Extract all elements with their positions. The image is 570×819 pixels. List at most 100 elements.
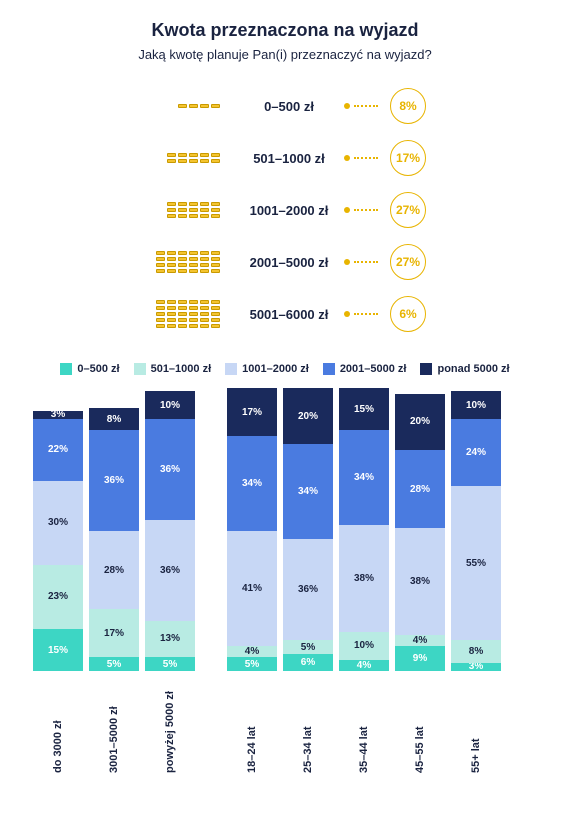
coin-range-label: 0–500 zł [234,99,344,114]
bar-segment: 36% [145,520,195,621]
segment-value: 10% [354,640,374,651]
bar-stack: 6%5%36%34%20% [283,388,333,671]
segment-value: 5% [245,659,259,670]
bar-segment: 10% [145,391,195,419]
stacked-bar-chart: 15%23%30%22%3%do 3000 zł5%17%28%36%8%300… [25,393,545,773]
segment-value: 20% [410,416,430,427]
coin-range-label: 5001–6000 zł [234,307,344,322]
coin-stack-icon [144,104,234,108]
coin-infographic: 0–500 zł8%501–1000 zł17%1001–2000 zł27%2… [25,87,545,333]
segment-value: 36% [104,475,124,486]
legend-item: 501–1000 zł [134,363,212,375]
percent-circle: 6% [390,296,426,332]
segment-value: 15% [48,645,68,656]
segment-value: 28% [410,484,430,495]
segment-value: 30% [48,517,68,528]
segment-value: 8% [469,646,483,657]
bar-segment: 17% [89,609,139,657]
legend-label: ponad 5000 zł [437,363,509,375]
dot-icon [344,311,350,317]
bar-segment: 24% [451,419,501,486]
segment-value: 23% [48,591,68,602]
segment-value: 3% [469,661,483,672]
bar-column: 4%10%38%34%15%35–44 lat [339,388,389,773]
bar-segment: 36% [145,419,195,520]
segment-value: 38% [410,576,430,587]
bar-column: 5%13%36%36%10%powyżej 5000 zł [145,391,195,773]
coin-row: 2001–5000 zł 27% [144,243,426,281]
bar-segment: 23% [33,565,83,629]
coin-stack-icon [144,202,234,218]
bar-segment: 55% [451,486,501,640]
segment-value: 5% [107,659,121,670]
bar-segment: 38% [395,528,445,634]
legend-item: 0–500 zł [60,363,119,375]
bar-segment: 8% [89,408,139,430]
segment-value: 34% [354,472,374,483]
segment-value: 9% [413,653,427,664]
segment-value: 4% [413,635,427,646]
segment-value: 41% [242,583,262,594]
percent-circle: 17% [390,140,426,176]
bar-stack: 4%10%38%34%15% [339,388,389,671]
bar-column: 9% 4% 38% 28% 20% 45–55 lat [395,394,445,773]
percent-circle: 27% [390,192,426,228]
coin-range-label: 2001–5000 zł [234,255,344,270]
connector-line [354,313,378,315]
bar-x-label: 18–24 lat [246,683,258,773]
bar-segment: 34% [227,436,277,531]
coin-row: 501–1000 zł17% [144,139,426,177]
legend-label: 2001–5000 zł [340,363,407,375]
connector-line [354,157,378,159]
legend-swatch [134,363,146,375]
bar-stack: 5%17%28%36%8% [89,408,139,671]
connector-line [354,105,378,107]
bar-stack: 3% 8% 55% 24% 10% [451,391,501,671]
bar-x-label: 45–55 lat [414,683,426,773]
dot-icon [344,103,350,109]
bar-segment: 4% [227,646,277,657]
legend-swatch [225,363,237,375]
bar-segment: 5% [89,657,139,671]
bar-stack: 5% 4% 41% 34% 17% [227,388,277,671]
bar-x-label: 35–44 lat [358,683,370,773]
legend: 0–500 zł501–1000 zł1001–2000 zł2001–5000… [25,363,545,375]
segment-value: 38% [354,573,374,584]
bar-segment: 41% [227,531,277,646]
bar-segment: 9% [395,646,445,671]
bar-x-label: 25–34 lat [302,683,314,773]
bar-x-label: do 3000 zł [52,683,64,773]
bar-segment: 36% [89,430,139,531]
segment-value: 8% [107,414,121,425]
segment-value: 17% [242,407,262,418]
bar-x-label: 55+ lat [470,683,482,773]
chart-title: Kwota przeznaczona na wyjazd [25,20,545,41]
bar-segment: 10% [451,391,501,419]
coin-stack-icon [144,251,234,273]
bar-column: 5%17%28%36%8%3001–5000 zł [89,408,139,773]
segment-value: 20% [298,411,318,422]
segment-value: 15% [354,404,374,415]
percent-circle: 27% [390,244,426,280]
connector-line [354,209,378,211]
segment-value: 5% [301,642,315,653]
segment-value: 10% [466,400,486,411]
chart-subtitle: Jaką kwotę planuje Pan(i) przeznaczyć na… [25,47,545,62]
bar-segment: 15% [339,388,389,430]
dot-icon [344,155,350,161]
legend-label: 501–1000 zł [151,363,212,375]
segment-value: 36% [298,584,318,595]
bar-segment: 20% [395,394,445,450]
dot-icon [344,207,350,213]
segment-value: 5% [163,659,177,670]
segment-value: 36% [160,565,180,576]
segment-value: 55% [466,558,486,569]
segment-value: 13% [160,633,180,644]
legend-item: ponad 5000 zł [420,363,509,375]
coin-range-label: 1001–2000 zł [234,203,344,218]
percent-circle: 8% [390,88,426,124]
bar-segment: 3% [33,411,83,419]
dot-icon [344,259,350,265]
bar-segment: 5% [145,657,195,671]
bar-column: 3% 8% 55% 24% 10% 55+ lat [451,391,501,773]
